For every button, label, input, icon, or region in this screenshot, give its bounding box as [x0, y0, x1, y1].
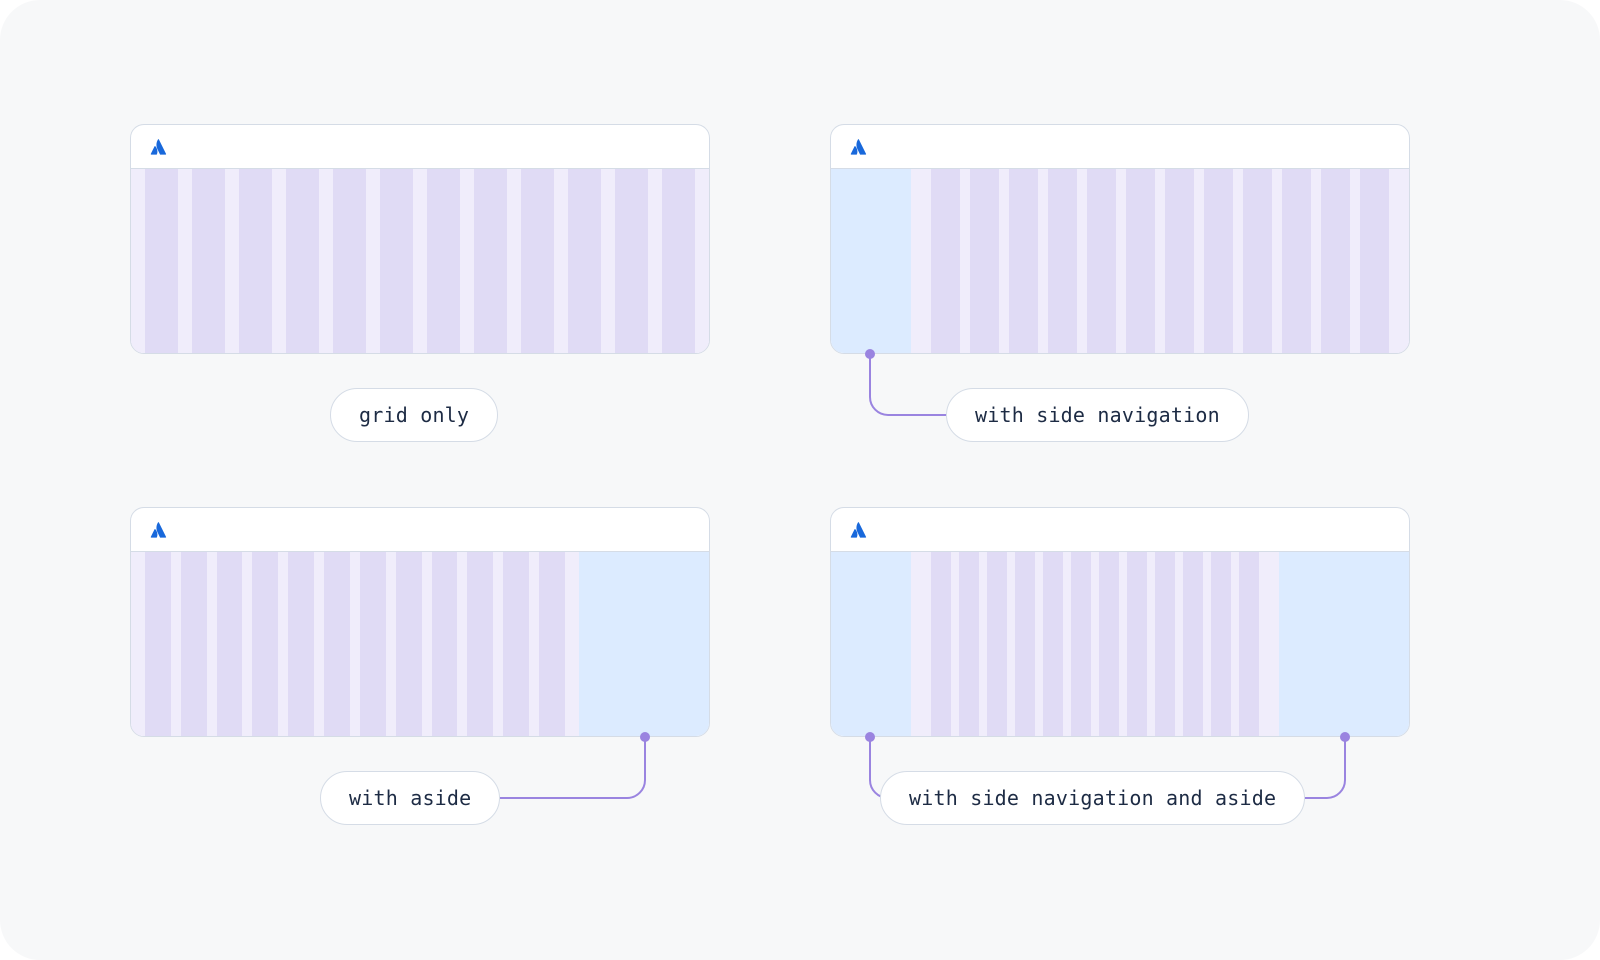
grid-columns	[911, 552, 1279, 736]
panel-label-with-aside: with aside	[320, 771, 500, 825]
panel-label-grid-only: grid only	[330, 388, 498, 442]
left-sidebar-block	[831, 169, 911, 353]
left-sidebar-block	[831, 552, 911, 736]
panel-body	[131, 552, 709, 736]
atlassian-logo-icon	[149, 521, 167, 539]
panel-label-with-side-navigation: with side navigation	[946, 388, 1249, 442]
layout-panel-with-side-navigation-and-aside	[830, 507, 1410, 737]
grid-columns	[131, 169, 709, 353]
layout-panel-with-side-navigation	[830, 124, 1410, 354]
grid-columns	[911, 169, 1409, 353]
right-aside-block	[579, 552, 709, 736]
panel-body	[131, 169, 709, 353]
panel-header	[831, 125, 1409, 169]
atlassian-logo-icon	[849, 138, 867, 156]
panel-header	[131, 508, 709, 552]
panel-body	[831, 552, 1409, 736]
panel-header	[131, 125, 709, 169]
panel-header	[831, 508, 1409, 552]
layout-panel-grid-only	[130, 124, 710, 354]
layout-panel-with-aside	[130, 507, 710, 737]
right-aside-block	[1279, 552, 1409, 736]
panel-label-with-side-navigation-and-aside: with side navigation and aside	[880, 771, 1305, 825]
panel-body	[831, 169, 1409, 353]
grid-columns	[131, 552, 579, 736]
atlassian-logo-icon	[149, 138, 167, 156]
diagram-canvas: grid only with side navigation with asid…	[0, 0, 1600, 960]
atlassian-logo-icon	[849, 521, 867, 539]
